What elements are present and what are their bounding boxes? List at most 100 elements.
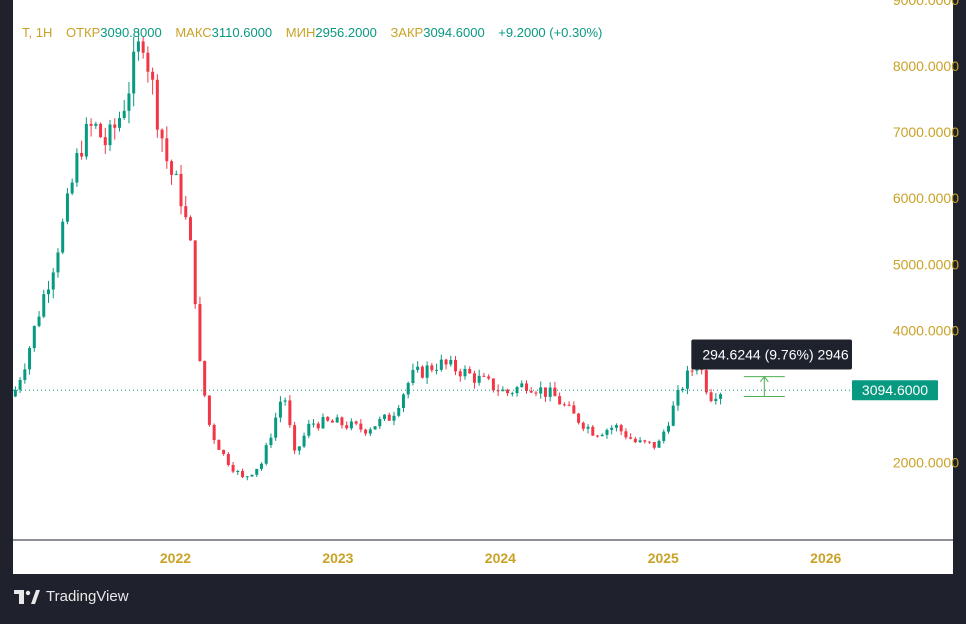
candle-body (293, 425, 297, 451)
candle-body (553, 387, 557, 397)
candle-body (297, 446, 301, 451)
candle-body (586, 426, 590, 429)
candle-body (70, 182, 74, 194)
legend-close-value: 3094.6000 (423, 25, 485, 40)
candle-body (151, 71, 155, 80)
candle-body (32, 326, 36, 349)
candle-body (463, 368, 467, 377)
candle-body (146, 52, 150, 72)
candle-body (430, 365, 434, 371)
candle-body (278, 401, 282, 418)
candle-body (89, 123, 93, 126)
candle-body (255, 468, 259, 475)
candle-body (217, 440, 221, 450)
candle-body (411, 369, 415, 384)
candle-body (80, 152, 84, 157)
candle-body (652, 442, 656, 448)
candle-body (132, 51, 136, 94)
x-tick-label: 2025 (648, 550, 679, 566)
candle-body (241, 470, 245, 478)
candle-body (610, 427, 614, 430)
y-tick-label: 2000.0000 (893, 455, 959, 471)
candle-body (491, 378, 495, 391)
candle-body (312, 423, 316, 425)
candle-body (155, 79, 159, 130)
candle-body (184, 206, 188, 218)
candle-body (288, 400, 292, 426)
candle-body (624, 431, 628, 438)
candle-body (226, 454, 230, 465)
legend-open-label: ОТКР (65, 25, 101, 40)
y-tick-label: 4000.0000 (893, 322, 959, 338)
candle-body (13, 389, 17, 397)
legend-high-value: 3110.6000 (211, 25, 273, 40)
y-tick-label: 8000.0000 (893, 58, 959, 74)
candle-body (165, 138, 169, 162)
candle-body (117, 117, 121, 128)
candle-body (307, 423, 311, 436)
candle-body (496, 390, 500, 392)
candle-body (690, 370, 694, 372)
candle-body (543, 387, 547, 397)
candle-body (113, 124, 117, 128)
candle-body (416, 366, 420, 370)
measure-arrow-head-icon (759, 375, 769, 382)
candle-body (23, 369, 27, 380)
candle-body (84, 123, 88, 157)
candle-body (539, 387, 543, 394)
candle-body (666, 425, 670, 432)
candle-body (18, 379, 22, 390)
candle-body (203, 360, 207, 396)
candle-body (591, 426, 595, 436)
candle-body (719, 394, 723, 399)
legend-symbol[interactable]: T, 1H (22, 25, 53, 40)
candle-body (188, 217, 192, 241)
price-scale (852, 0, 953, 540)
candle-body (454, 359, 458, 372)
candle-body (127, 93, 131, 111)
candle-body (193, 240, 197, 305)
brand-name: TradingView (46, 588, 129, 605)
candle-body (340, 417, 344, 426)
chart-pane (13, 0, 852, 540)
x-tick-label: 2023 (322, 550, 353, 566)
candle-body (330, 420, 334, 423)
measure-label: 294.6244 (9.76%) 2946 (702, 347, 849, 363)
candle-body (525, 383, 529, 391)
candle-body (449, 359, 453, 365)
candle-body (534, 392, 538, 394)
candle-body (46, 289, 50, 295)
x-tick-label: 2022 (160, 550, 191, 566)
candle-body (501, 389, 505, 392)
candle-body (368, 429, 372, 434)
candle-body (596, 435, 600, 437)
candle-body (94, 123, 98, 126)
candle-body (345, 425, 349, 429)
candle-body (482, 375, 486, 377)
candle-body (487, 376, 491, 379)
candle-body (629, 437, 633, 439)
tradingview-logo[interactable]: TradingView (14, 588, 129, 605)
y-tick-label: 7000.0000 (893, 124, 959, 140)
x-tick-label: 2026 (810, 550, 841, 566)
candle-body (236, 470, 240, 472)
candle-body (638, 440, 642, 443)
candle-body (37, 316, 41, 327)
candle-body (420, 366, 424, 378)
candle-body (259, 463, 263, 469)
legend-low-label: МИН (285, 25, 316, 40)
candle-body (581, 422, 585, 429)
candle-body (439, 359, 443, 370)
candle-body (250, 474, 254, 477)
candle-body (264, 445, 268, 464)
candle-body (558, 396, 562, 405)
candle-body (222, 449, 226, 455)
candle-body (600, 434, 604, 437)
candle-body (179, 173, 183, 207)
candle-body (316, 423, 320, 429)
candle-body (458, 371, 462, 377)
candle-body (614, 425, 618, 428)
legend-change: +9.2000 (+0.30%) (498, 25, 603, 40)
